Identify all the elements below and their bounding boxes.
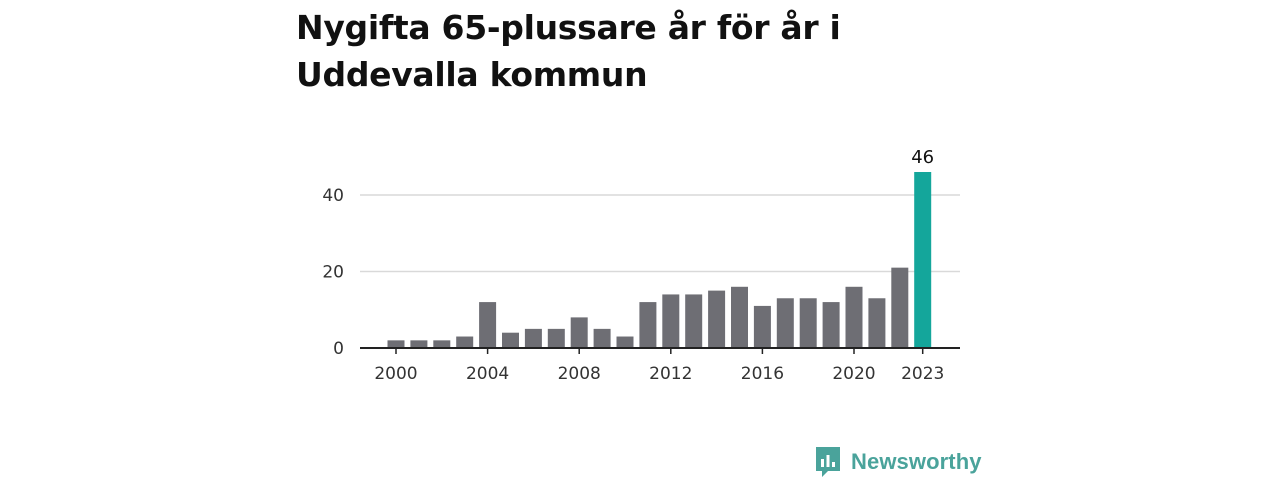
brand-logo: Newsworthy [814, 445, 982, 479]
bar-2014 [708, 290, 726, 348]
bar-2006 [524, 328, 542, 348]
y-tick-label: 0 [333, 339, 344, 359]
x-tick-label: 2004 [466, 364, 509, 384]
y-tick-label: 20 [322, 262, 344, 282]
y-axis-tick-labels: 0 20 40 [322, 186, 344, 359]
data-labels: 46 [911, 147, 934, 168]
bar-2002 [433, 340, 451, 348]
data-label-2023: 46 [911, 147, 934, 168]
x-tick-label: 2008 [558, 364, 601, 384]
bar-2018 [799, 298, 817, 348]
bar-2007 [547, 328, 565, 348]
bar-2022 [891, 267, 909, 348]
bars [387, 172, 932, 348]
x-axis-tick-labels: 2000 2004 2008 2012 2016 2020 2023 [374, 348, 944, 384]
bar-2011 [639, 302, 657, 348]
bar-2016 [753, 305, 771, 348]
bar-2004 [479, 302, 497, 348]
x-tick-label: 2020 [832, 364, 875, 384]
x-tick-label: 2000 [374, 364, 417, 384]
gridlines [360, 194, 960, 273]
x-tick-label: 2012 [649, 364, 692, 384]
newsworthy-logo-icon [816, 447, 840, 477]
brand-name: Newsworthy [851, 449, 982, 474]
x-tick-label: 2023 [901, 364, 944, 384]
x-tick-label: 2016 [741, 364, 784, 384]
bar-2020 [845, 286, 863, 348]
bar-2013 [685, 294, 703, 348]
bar-2012 [662, 294, 680, 348]
bar-2005 [502, 332, 519, 348]
bar-2008 [570, 317, 588, 348]
bar-2001 [410, 340, 428, 348]
bar-2010 [616, 336, 634, 348]
y-tick-label: 40 [322, 186, 344, 206]
bar-2017 [776, 298, 794, 348]
chart-title: Nygifta 65-plussare år för år i Uddevall… [296, 8, 841, 94]
bar-2015 [731, 286, 748, 348]
bar-2009 [593, 328, 611, 348]
bar-2023 [914, 172, 932, 348]
bar-2019 [822, 302, 840, 348]
bar-2003 [456, 336, 474, 348]
bar-2000 [387, 340, 405, 348]
bar-2021 [868, 298, 886, 348]
